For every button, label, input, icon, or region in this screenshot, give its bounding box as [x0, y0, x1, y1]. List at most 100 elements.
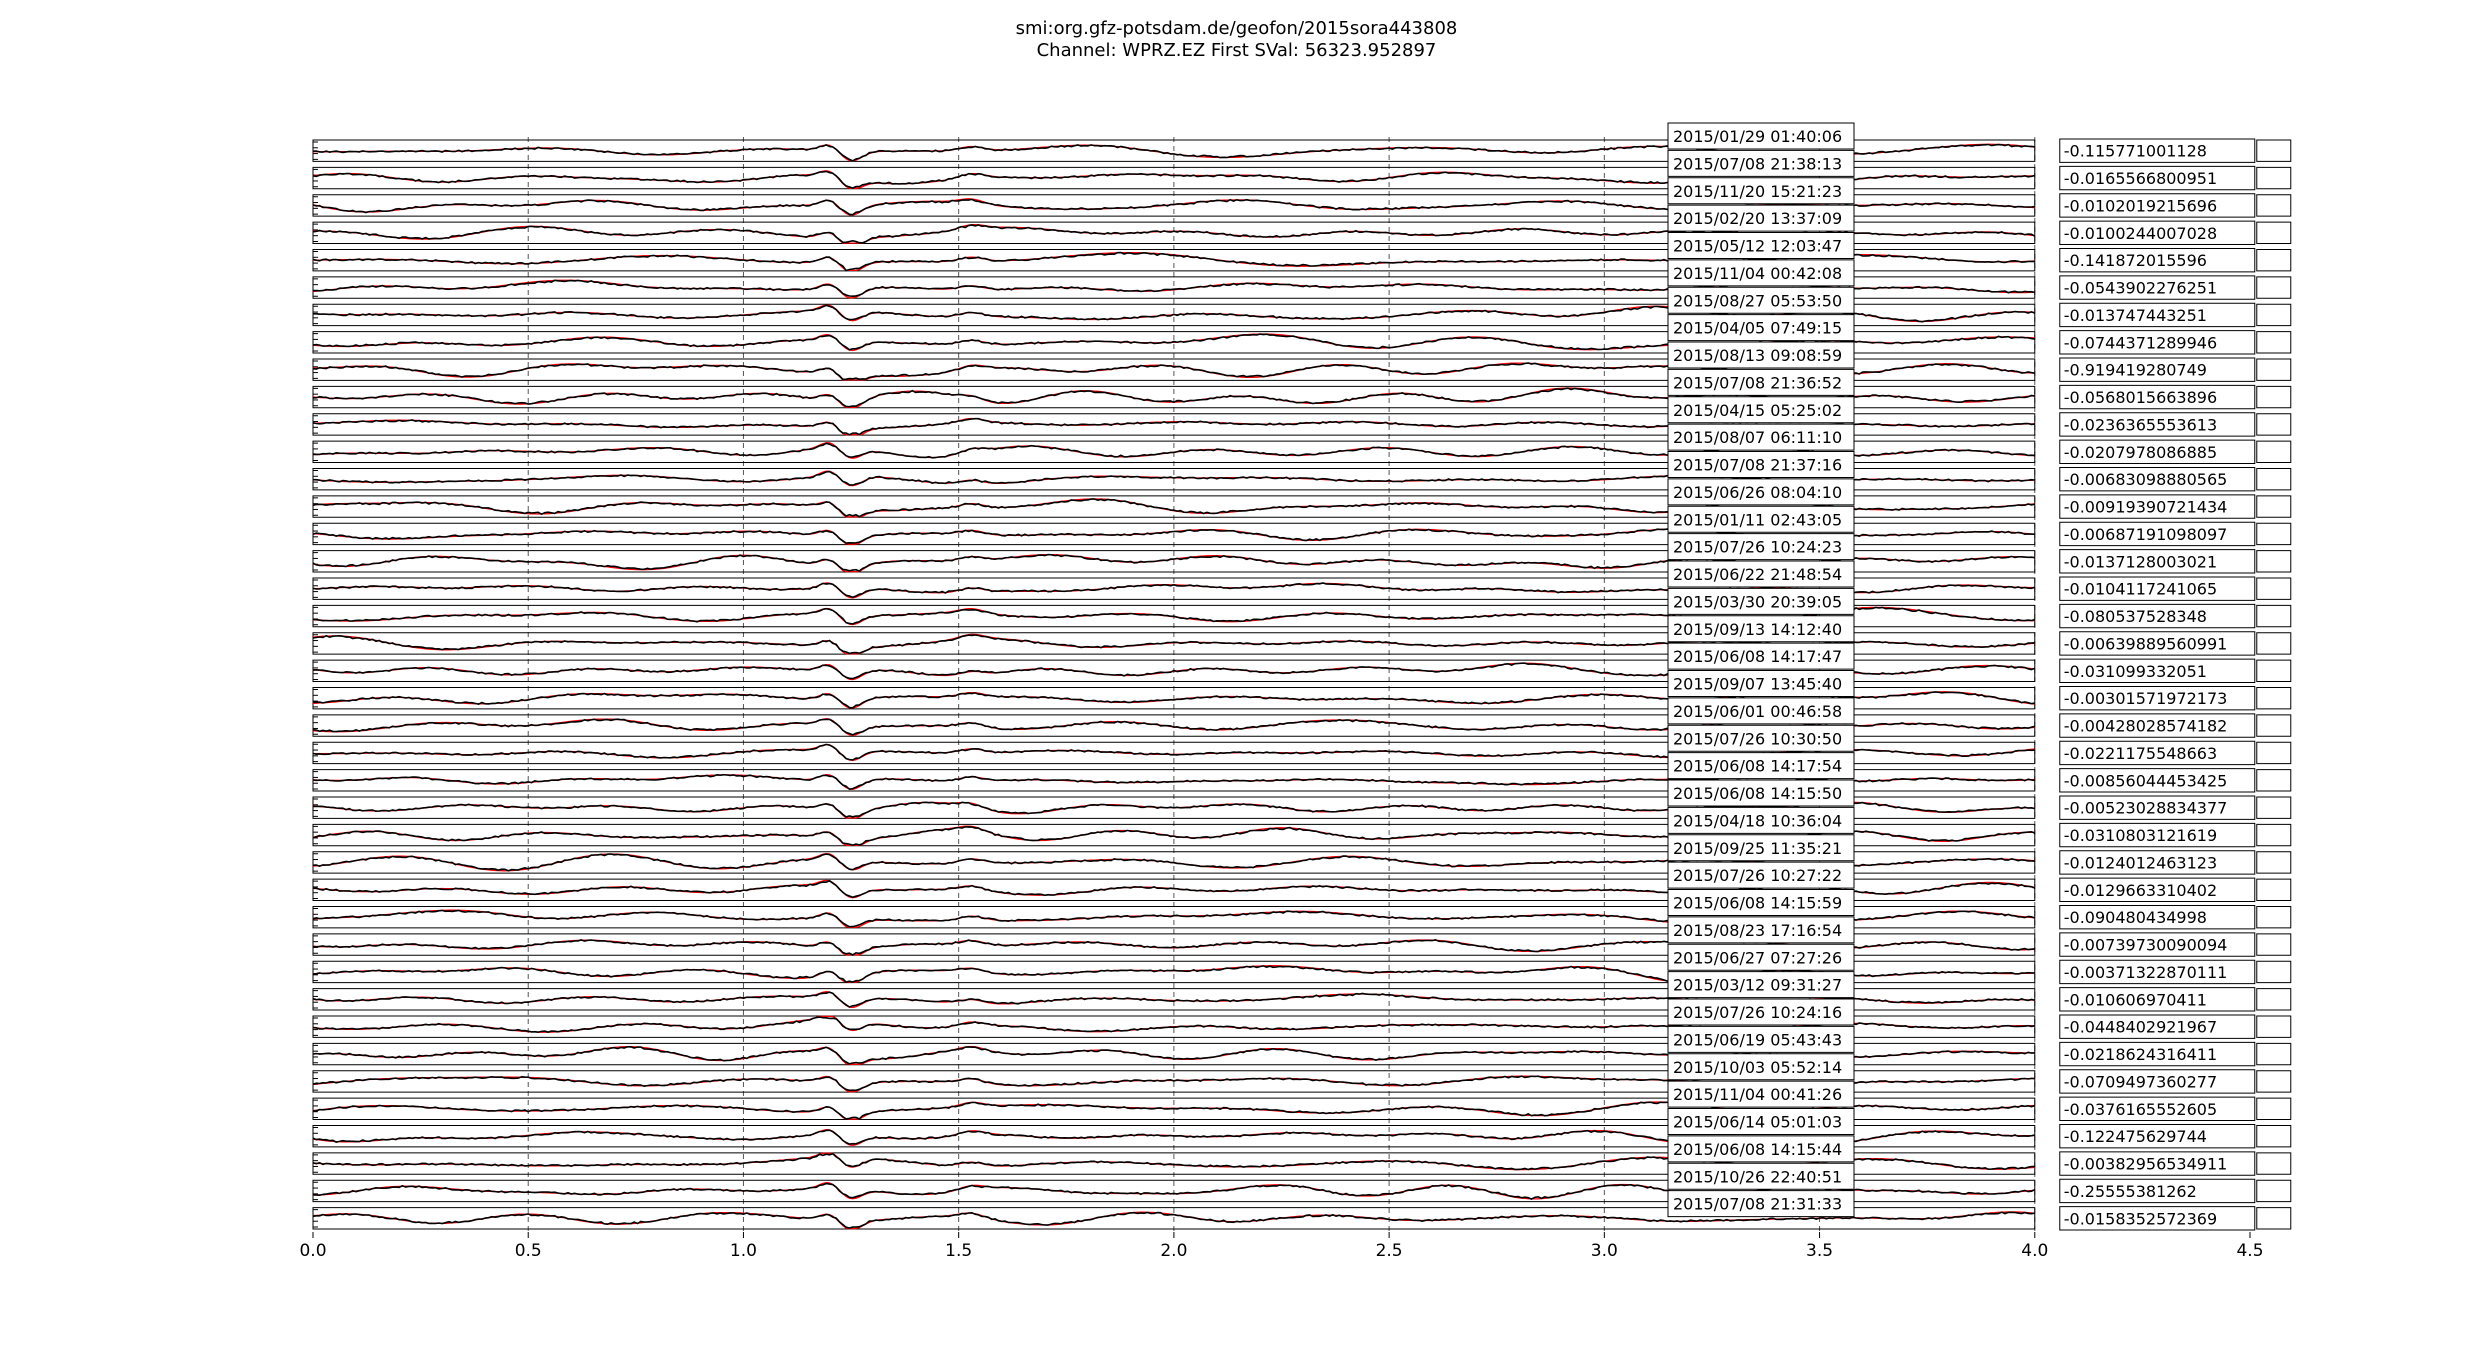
- value-box: [2059, 1151, 2256, 1176]
- trace-panel: [312, 1041, 2292, 1067]
- value-box-scroll: [2256, 1152, 2292, 1175]
- trace-frame: [312, 358, 2036, 381]
- trace-value-label: -0.919419280749: [2064, 361, 2207, 380]
- chart-subtitle: Channel: WPRZ.EZ First SVal: 56323.95289…: [1036, 40, 1437, 61]
- trace-panel: [312, 822, 2292, 848]
- trace-frame: [312, 1125, 2036, 1148]
- value-box-scroll: [2256, 769, 2292, 792]
- chart-titles: smi:org.gfz-potsdam.de/geofon/2015sora44…: [0, 18, 2473, 62]
- trace-date-label: 2015/05/12 12:03:47: [1673, 237, 1842, 256]
- value-box: [2059, 713, 2256, 738]
- trace-date-label: 2015/07/08 21:38:13: [1673, 154, 1842, 173]
- value-box-scroll: [2256, 906, 2292, 929]
- trace-frame: [312, 550, 2036, 573]
- value-box: [2059, 220, 2256, 245]
- trace-value-label: -0.0744371289946: [2064, 333, 2217, 352]
- trace-frame: [312, 303, 2036, 327]
- trace-value-label: -0.00371322870111: [2064, 963, 2228, 982]
- value-box-scroll: [2256, 687, 2292, 710]
- trace-value-label: -0.0165566800951: [2064, 169, 2217, 188]
- date-box: [1667, 615, 1855, 643]
- trace-value-label: -0.031099332051: [2064, 662, 2207, 681]
- trace-date-label: 2015/06/08 14:17:47: [1673, 647, 1842, 666]
- trace-panel: [312, 877, 2292, 902]
- trace-frame: [312, 1097, 2036, 1120]
- trace-date-label: 2015/10/26 22:40:51: [1673, 1167, 1842, 1186]
- value-box: [2059, 330, 2256, 355]
- trace-date-label: 2015/06/22 21:48:54: [1673, 565, 1842, 584]
- date-box: [1667, 642, 1855, 670]
- trace-panel: [312, 795, 2292, 820]
- x-tick-label: 3.5: [1806, 1241, 1833, 1261]
- trace-date-label: 2015/01/11 02:43:05: [1673, 510, 1842, 529]
- trace-value-label: -0.080537528348: [2064, 607, 2207, 626]
- value-box: [2059, 850, 2256, 875]
- trace-date-label: 2015/10/03 05:52:14: [1673, 1058, 1842, 1077]
- value-box-scroll: [2256, 1179, 2292, 1203]
- trace-value-label: -0.0218624316411: [2064, 1045, 2217, 1064]
- value-box: [2059, 631, 2256, 656]
- trace-panel: [312, 1096, 2292, 1121]
- trace-value-label: -0.122475629744: [2064, 1127, 2207, 1146]
- trace-date-label: 2015/07/08 21:31:33: [1673, 1195, 1842, 1214]
- trace-date-label: 2015/03/12 09:31:27: [1673, 976, 1842, 995]
- x-tick-label: 4.0: [2021, 1241, 2048, 1261]
- trace-value-label: -0.0207978086885: [2064, 443, 2217, 462]
- trace-value-label: -0.115771001128: [2064, 142, 2207, 161]
- trace-panel: [312, 1206, 2292, 1231]
- trace-frame: [312, 1070, 2036, 1093]
- trace-value-label: -0.00739730090094: [2064, 936, 2228, 955]
- date-box: [1667, 1190, 1855, 1218]
- value-box-scroll: [2256, 385, 2292, 409]
- value-box: [2059, 686, 2256, 711]
- trace-waveform: [313, 879, 2036, 899]
- value-box: [2059, 467, 2256, 492]
- trace-panel: [312, 275, 2292, 300]
- trace-panel: [312, 521, 2292, 547]
- trace-date-label: 2015/07/26 10:27:22: [1673, 866, 1842, 885]
- trace-frame: [312, 659, 2036, 682]
- trace-frame: [312, 495, 2036, 518]
- date-box: [1667, 232, 1855, 259]
- value-box-scroll: [2256, 303, 2292, 327]
- value-box: [2059, 905, 2256, 930]
- date-box: [1667, 368, 1855, 396]
- trace-date-label: 2015/11/04 00:41:26: [1673, 1085, 1842, 1104]
- date-box: [1667, 286, 1855, 314]
- value-box-scroll: [2256, 468, 2292, 491]
- date-box: [1667, 1080, 1855, 1108]
- value-box-scroll: [2256, 741, 2292, 765]
- value-box-scroll: [2256, 139, 2292, 162]
- trace-frame: [312, 221, 2036, 244]
- trace-date-label: 2015/06/27 07:27:26: [1673, 948, 1842, 967]
- value-box: [2059, 193, 2256, 218]
- trace-value-label: -0.00523028834377: [2064, 799, 2228, 818]
- trace-value-label: -0.141872015596: [2064, 251, 2207, 270]
- trace-date-label: 2015/01/29 01:40:06: [1673, 127, 1842, 146]
- trace-frame: [312, 604, 2036, 628]
- value-box-scroll: [2256, 522, 2292, 546]
- value-box: [2059, 1096, 2256, 1121]
- trace-value-label: -0.00428028574182: [2064, 717, 2228, 736]
- trace-frame: [312, 166, 2036, 190]
- value-box: [2059, 1041, 2256, 1067]
- trace-date-label: 2015/06/08 14:15:59: [1673, 894, 1842, 913]
- trace-date-label: 2015/08/07 06:11:10: [1673, 428, 1842, 447]
- trace-date-label: 2015/06/08 14:15:44: [1673, 1140, 1842, 1159]
- value-box-scroll: [2256, 166, 2292, 190]
- trace-date-label: 2015/06/26 08:04:10: [1673, 483, 1842, 502]
- trace-date-label: 2015/06/14 05:01:03: [1673, 1113, 1842, 1132]
- date-box: [1667, 505, 1855, 533]
- trace-panel: [312, 302, 2292, 328]
- trace-value-label: -0.25555381262: [2064, 1182, 2197, 1201]
- trace-frame: [312, 960, 2036, 984]
- date-box: [1667, 861, 1855, 889]
- trace-panel: [312, 549, 2292, 574]
- trace-panel: [312, 384, 2292, 410]
- value-box: [2059, 521, 2256, 547]
- date-box: [1667, 560, 1855, 588]
- trace-panel: [312, 1014, 2292, 1039]
- trace-panel: [312, 686, 2292, 711]
- date-box: [1667, 341, 1855, 369]
- date-box: [1667, 396, 1855, 424]
